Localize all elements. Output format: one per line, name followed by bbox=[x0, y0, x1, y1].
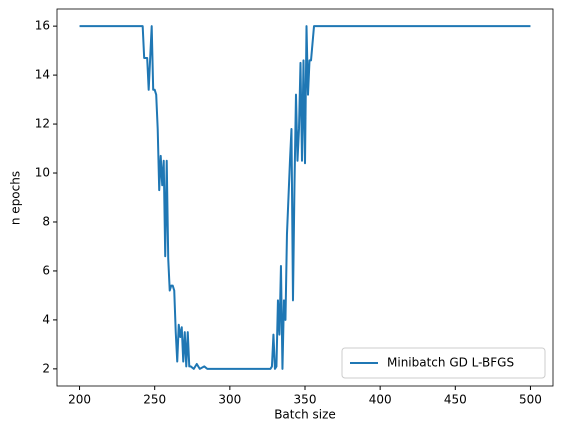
y-tick-label: 4 bbox=[42, 312, 50, 326]
x-tick-label: 250 bbox=[143, 393, 166, 407]
x-tick-label: 450 bbox=[444, 393, 467, 407]
x-axis-label: Batch size bbox=[274, 408, 336, 422]
y-tick-label: 2 bbox=[42, 361, 50, 375]
y-tick-label: 16 bbox=[35, 19, 50, 33]
legend-label: Minibatch GD L-BFGS bbox=[387, 356, 514, 370]
plot-frame bbox=[56, 8, 554, 387]
x-tick-label: 300 bbox=[218, 393, 241, 407]
x-tick-label: 400 bbox=[369, 393, 392, 407]
y-tick-label: 10 bbox=[35, 166, 50, 180]
x-tick-label: 200 bbox=[68, 393, 91, 407]
y-tick-label: 6 bbox=[42, 263, 50, 277]
legend-box bbox=[341, 347, 546, 379]
y-tick-label: 12 bbox=[35, 117, 50, 131]
y-tick-label: 14 bbox=[35, 68, 50, 82]
y-tick-label: 8 bbox=[42, 214, 50, 228]
line bbox=[79, 25, 531, 370]
x-tick-label: 500 bbox=[519, 393, 542, 407]
x-tick-label: 350 bbox=[294, 393, 317, 407]
y-axis-label: n epochs bbox=[9, 171, 23, 225]
